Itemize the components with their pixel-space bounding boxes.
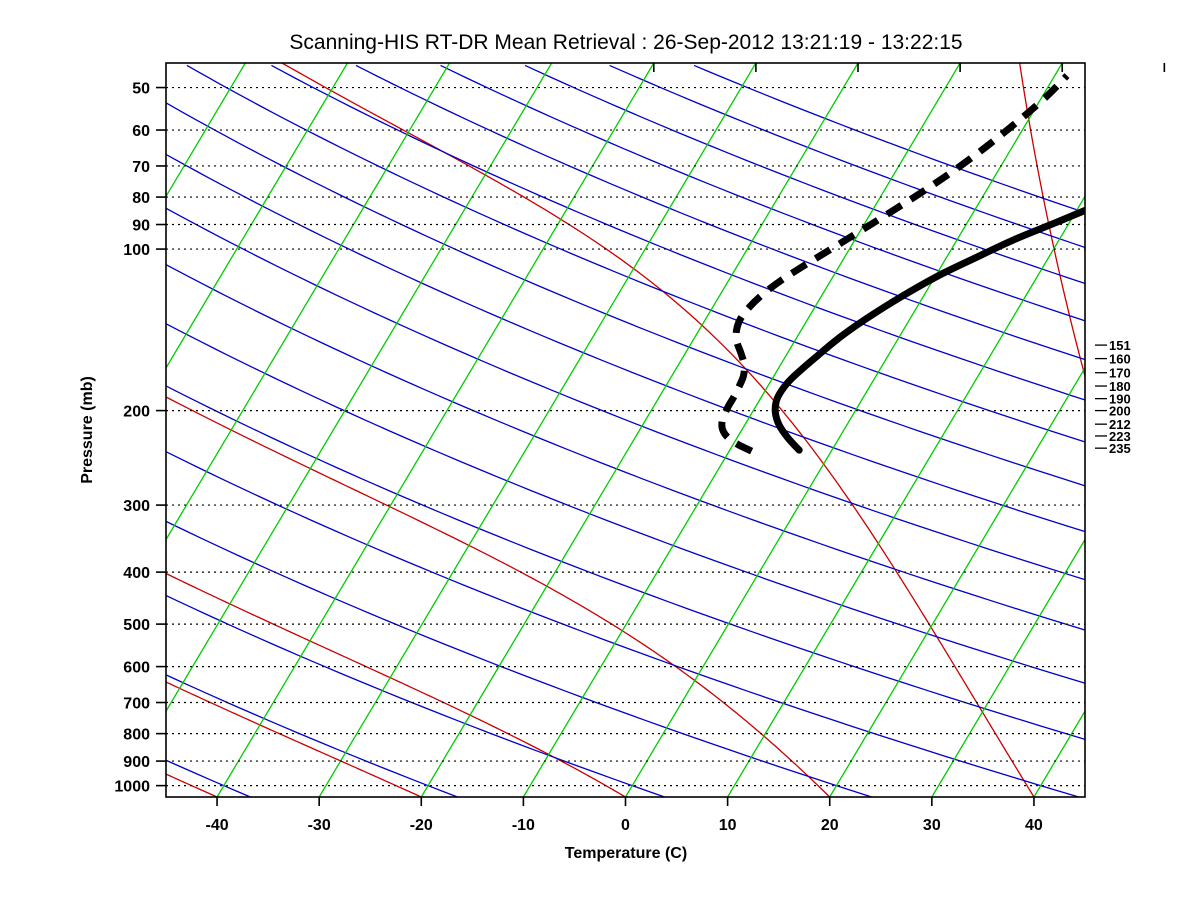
right-tick-label: 180: [1109, 379, 1131, 394]
sounding-profiles: [718, 73, 1085, 455]
y-tick-label: 60: [132, 123, 150, 140]
dry-adiabat-line: [186, 64, 1085, 443]
dry-adiabat-line: [609, 64, 1085, 249]
y-tick-label: 90: [132, 218, 150, 235]
y-tick-label: 500: [123, 617, 150, 634]
y-axis-label: Pressure (mb): [79, 376, 96, 484]
chart-title: Scanning-HIS RT-DR Mean Retrieval : 26-S…: [289, 31, 962, 54]
dry-adiabat-line: [440, 64, 1085, 322]
dry-adiabat-line: [166, 385, 1085, 741]
moist-adiabat-line: [166, 396, 831, 797]
dry-adiabat-line: [271, 64, 1085, 401]
x-tick-label: 20: [821, 817, 839, 834]
moist-adiabat-line: [281, 63, 1035, 797]
x-axis-ticks: -40 -30 -20 -10 0 10 20 30 40: [205, 63, 1166, 834]
dry-adiabat-line: [524, 64, 1085, 285]
dewpoint-profile-line: [718, 73, 1070, 455]
dry-adiabat-line: [166, 520, 872, 797]
y-tick-label: 800: [123, 727, 150, 744]
x-tick-label: 0: [621, 817, 630, 834]
right-tick-label: 151: [1109, 338, 1131, 353]
isotherm-line: [624, 63, 1063, 797]
right-tick-label: 170: [1109, 366, 1131, 381]
dry-adiabat-line: [693, 64, 1085, 214]
dry-adiabat-line: [166, 102, 1085, 487]
x-axis-label: Temperature (C): [565, 845, 687, 862]
isotherm-line: [727, 195, 1085, 797]
isotherm-line: [166, 63, 246, 198]
isotherm-line: [166, 63, 349, 370]
y-tick-label: 50: [132, 81, 150, 98]
y-tick-label: 200: [123, 404, 150, 421]
dry-adiabat-line: [166, 450, 1079, 797]
isotherm-line: [931, 538, 1085, 797]
isotherm-line: [216, 63, 655, 797]
y-tick-label: 80: [132, 190, 150, 207]
isotherm-line: [829, 366, 1085, 797]
y-tick-label: 300: [123, 498, 150, 515]
isotherm-lines: [166, 63, 1085, 797]
isotherm-line: [166, 63, 451, 541]
y-tick-label: 100: [123, 242, 150, 259]
right-tick-label: 200: [1109, 404, 1131, 419]
right-tick-label: 160: [1109, 352, 1131, 367]
temperature-profile-line: [771, 206, 1085, 454]
right-tick-label: 190: [1109, 392, 1131, 407]
x-tick-label: 30: [923, 817, 941, 834]
right-tick-label: 223: [1109, 429, 1131, 444]
y-tick-label: 600: [123, 660, 150, 677]
x-tick-label: -40: [205, 817, 228, 834]
isotherm-line: [420, 63, 859, 797]
dry-adiabat-lines: [166, 64, 1085, 797]
dry-adiabat-line: [166, 263, 1085, 631]
isotherm-line: [522, 63, 961, 797]
x-tick-label: -30: [308, 817, 331, 834]
y-tick-label: 70: [132, 159, 150, 176]
dry-adiabat-line: [355, 64, 1085, 361]
dry-adiabat-line: [166, 207, 1085, 581]
y-tick-label: 400: [123, 565, 150, 582]
isotherm-line: [166, 63, 553, 713]
y-tick-label: 1000: [114, 779, 150, 796]
dry-adiabat-line: [166, 594, 665, 797]
right-tick-label: 212: [1109, 417, 1131, 432]
right-tick-label: 235: [1109, 441, 1131, 456]
y-tick-label: 700: [123, 696, 150, 713]
x-tick-label: -20: [410, 817, 433, 834]
y-tick-label: 900: [123, 754, 150, 771]
dry-adiabat-line: [166, 322, 1085, 684]
x-tick-label: 40: [1025, 817, 1043, 834]
y-axis-ticks: 50 60 70 80 90 100 200 300 400 500 600 700 800 900 100…: [114, 81, 166, 796]
x-tick-label: -10: [512, 817, 535, 834]
isotherm-line: [318, 63, 757, 797]
moist-adiabat-line: [166, 681, 422, 797]
x-tick-label: 10: [719, 817, 737, 834]
